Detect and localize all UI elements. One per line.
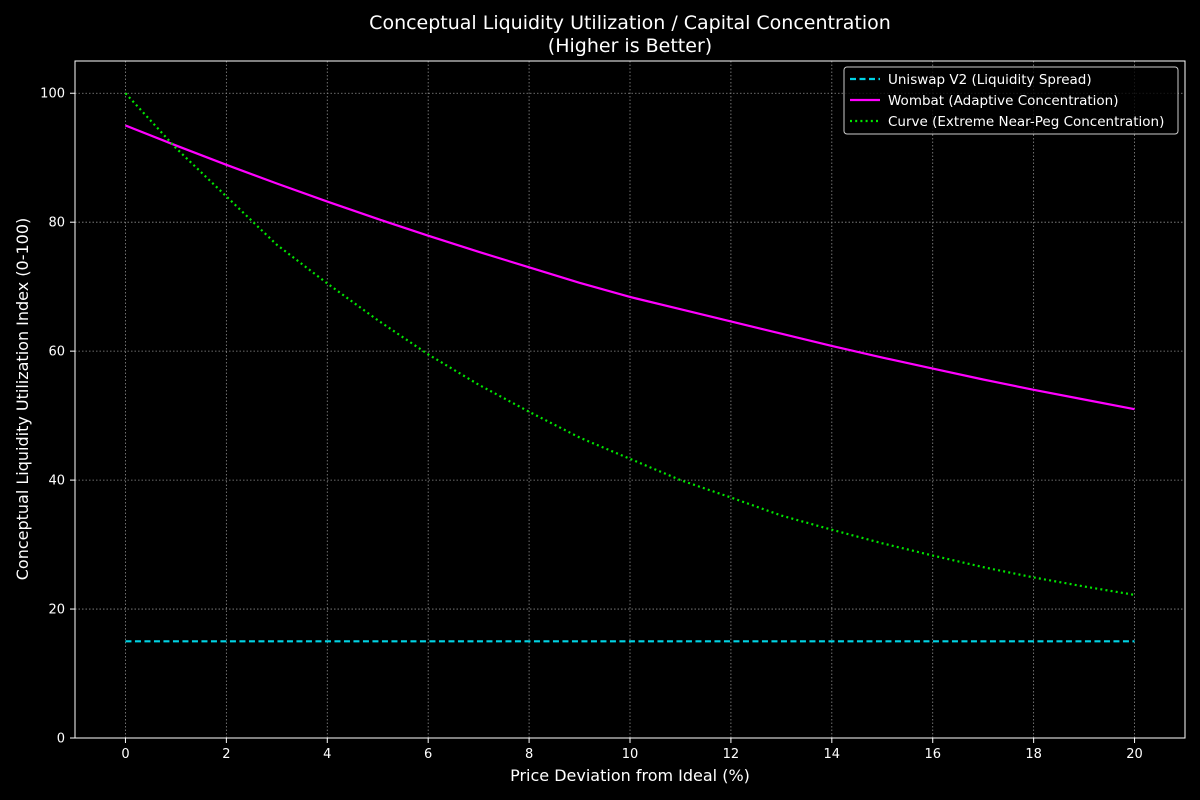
legend-label-2: Curve (Extreme Near-Peg Concentration) — [888, 114, 1164, 130]
series-line-2 — [124, 92, 1135, 596]
y-tick-label: 20 — [48, 603, 65, 618]
x-tick-label: 14 — [824, 747, 841, 762]
y-tick-label: 100 — [40, 87, 65, 102]
legend-label-1: Wombat (Adaptive Concentration) — [888, 93, 1118, 109]
x-tick-label: 4 — [323, 747, 331, 762]
axis-ticks: 0 2 4 6 8 10 12 14 16 18 20 0 20 40 60 80 100 — [40, 87, 1143, 762]
legend: Uniswap V2 (Liquidity Spread) Wombat (Ada… — [843, 66, 1179, 135]
series-lines — [124, 92, 1135, 643]
y-tick-label: 80 — [48, 216, 65, 231]
x-tick-label: 2 — [222, 747, 230, 762]
x-axis-label: Price Deviation from Ideal (%) — [510, 766, 750, 785]
legend-label-0: Uniswap V2 (Liquidity Spread) — [888, 72, 1092, 88]
y-tick-label: 60 — [48, 345, 65, 360]
x-tick-label: 16 — [924, 747, 941, 762]
y-tick-label: 0 — [57, 732, 65, 747]
x-tick-label: 10 — [622, 747, 639, 762]
x-tick-label: 12 — [723, 747, 740, 762]
y-tick-label: 40 — [48, 474, 65, 489]
legend-box — [843, 66, 1179, 135]
chart-subtitle: (Higher is Better) — [548, 35, 712, 57]
x-tick-label: 6 — [424, 747, 432, 762]
x-tick-label: 20 — [1126, 747, 1143, 762]
series-line-1 — [125, 124, 1135, 411]
x-tick-label: 18 — [1025, 747, 1042, 762]
y-axis-label: Conceptual Liquidity Utilization Index (… — [13, 218, 32, 581]
x-tick-label: 8 — [525, 747, 533, 762]
x-tick-label: 0 — [121, 747, 129, 762]
chart-title: Conceptual Liquidity Utilization / Capit… — [369, 12, 891, 34]
